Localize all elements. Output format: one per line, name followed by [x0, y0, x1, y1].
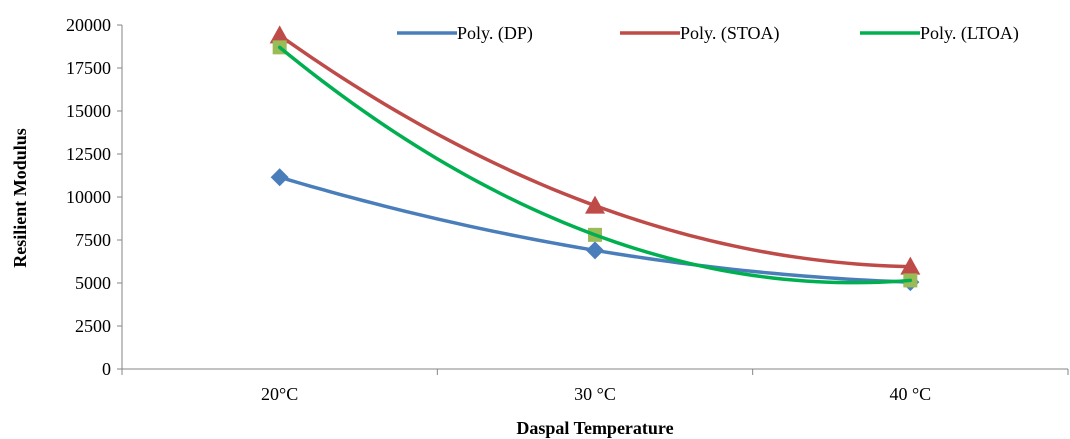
y-axis-title: Resilient Modulus — [10, 128, 30, 268]
series-2 — [272, 40, 918, 288]
legend-item-2: Poly. (LTOA) — [860, 23, 1019, 44]
x-tick-label: 30 °C — [574, 384, 616, 404]
series-layer — [269, 25, 921, 292]
legend-item-0: Poly. (DP) — [397, 23, 533, 44]
legend-label: Poly. (LTOA) — [920, 23, 1019, 44]
y-tick-label: 12500 — [66, 144, 111, 164]
series-1 — [269, 25, 921, 275]
y-tick-label: 17500 — [66, 58, 111, 78]
y-tick-label: 5000 — [75, 273, 111, 293]
trendline-0 — [277, 175, 913, 284]
y-tick-label: 20000 — [66, 15, 111, 35]
legend-label: Poly. (STOA) — [680, 23, 780, 44]
legend: Poly. (DP) Poly. (STOA) Poly. (LTOA) — [397, 23, 1019, 44]
y-axis: 0 2500 5000 7500 10000 12500 15000 17500 20000 — [66, 15, 123, 379]
x-tick-label: 40 °C — [889, 384, 931, 404]
x-axis: 20°C 30 °C 40 °C — [121, 368, 1069, 404]
trendline-2 — [277, 45, 913, 285]
x-axis-title: Daspal Temperature — [516, 418, 673, 438]
y-tick-label: 10000 — [66, 187, 111, 207]
y-tick-label: 0 — [102, 359, 111, 379]
y-tick-label: 2500 — [75, 316, 111, 336]
y-tick-label: 15000 — [66, 101, 111, 121]
y-tick-label: 7500 — [75, 230, 111, 250]
legend-item-1: Poly. (STOA) — [620, 23, 780, 44]
legend-label: Poly. (DP) — [457, 23, 533, 44]
trendline-1 — [277, 33, 913, 269]
x-tick-label: 20°C — [261, 384, 298, 404]
